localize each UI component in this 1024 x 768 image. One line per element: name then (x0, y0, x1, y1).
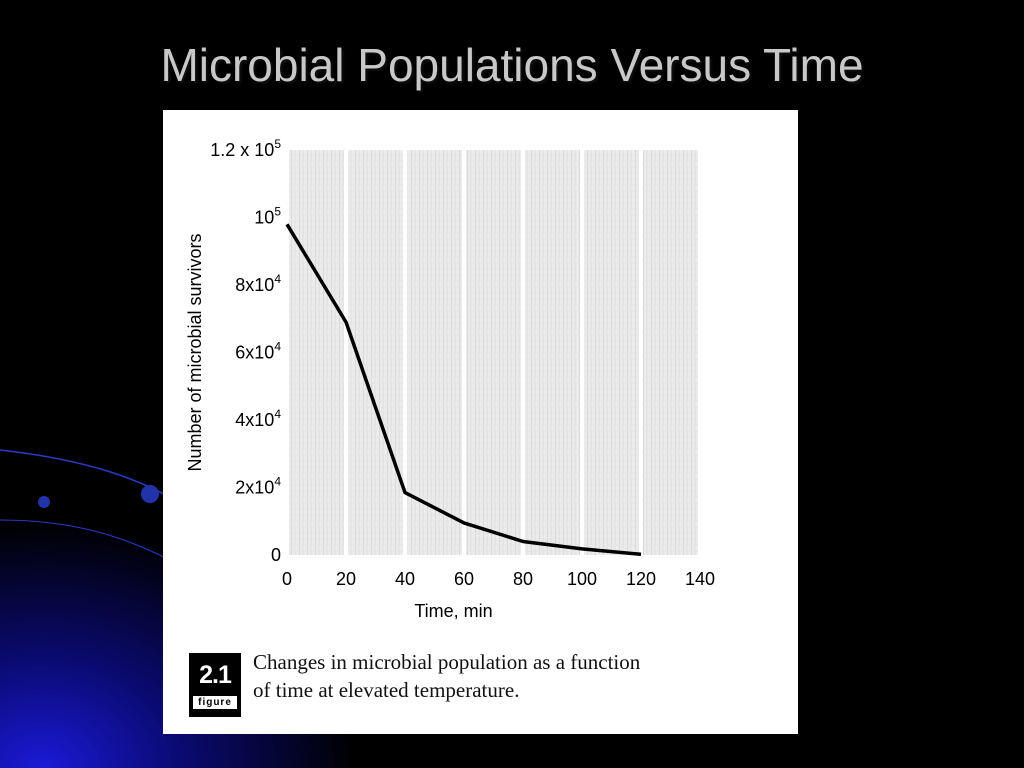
y-tick-label: 1.2 x 105 (210, 137, 281, 160)
background-dot (141, 485, 159, 503)
y-tick-label: 0 (271, 545, 281, 565)
y-tick-label: 4x104 (235, 407, 281, 430)
y-axis-label: Number of microbial survivors (185, 233, 205, 471)
x-tick-label: 80 (513, 569, 533, 589)
figure-number: 2.1 (199, 661, 232, 689)
x-tick-label: 40 (395, 569, 415, 589)
grid-stripe (403, 150, 407, 555)
grid-stripe (580, 150, 584, 555)
y-axis-ticks: 0 2x104 4x104 6x104 8x104 105 1.2 x 105 (210, 137, 281, 565)
grid-stripe (462, 150, 466, 555)
grid-stripe (344, 150, 348, 555)
y-tick-label: 2x104 (235, 475, 281, 498)
figure-panel: 0 20 40 60 80 100 120 140 0 2x104 4x104 6x104 8x104… (163, 110, 798, 734)
figure-word: figure (193, 696, 237, 709)
x-tick-label: 20 (336, 569, 356, 589)
grid-stripe (698, 150, 702, 555)
plot-area (287, 150, 700, 555)
background-dot (38, 496, 50, 508)
x-tick-label: 120 (626, 569, 656, 589)
y-tick-label: 6x104 (235, 340, 281, 363)
x-axis-ticks: 0 20 40 60 80 100 120 140 (282, 569, 715, 589)
background-arc (0, 449, 176, 501)
line-chart: 0 20 40 60 80 100 120 140 0 2x104 4x104 6x104 8x104… (185, 137, 715, 621)
figure-badge: 2.1 figure (189, 653, 241, 717)
y-tick-label: 105 (254, 205, 281, 228)
figure-caption: Changes in microbial population as a fun… (253, 648, 773, 704)
x-tick-label: 140 (685, 569, 715, 589)
x-axis-label: Time, min (414, 601, 492, 621)
grid-stripe (639, 150, 643, 555)
series-line (285, 223, 642, 557)
y-tick-label: 8x104 (235, 272, 281, 295)
x-tick-label: 60 (454, 569, 474, 589)
x-tick-label: 0 (282, 569, 292, 589)
slide-title: Microbial Populations Versus Time (160, 39, 864, 91)
x-tick-label: 100 (567, 569, 597, 589)
caption-line: of time at elevated temperature. (253, 678, 520, 702)
caption-line: Changes in microbial population as a fun… (253, 650, 641, 674)
plot-gridlines (285, 150, 702, 555)
background-arc (0, 519, 171, 561)
grid-stripe (285, 150, 289, 555)
grid-stripe (521, 150, 525, 555)
